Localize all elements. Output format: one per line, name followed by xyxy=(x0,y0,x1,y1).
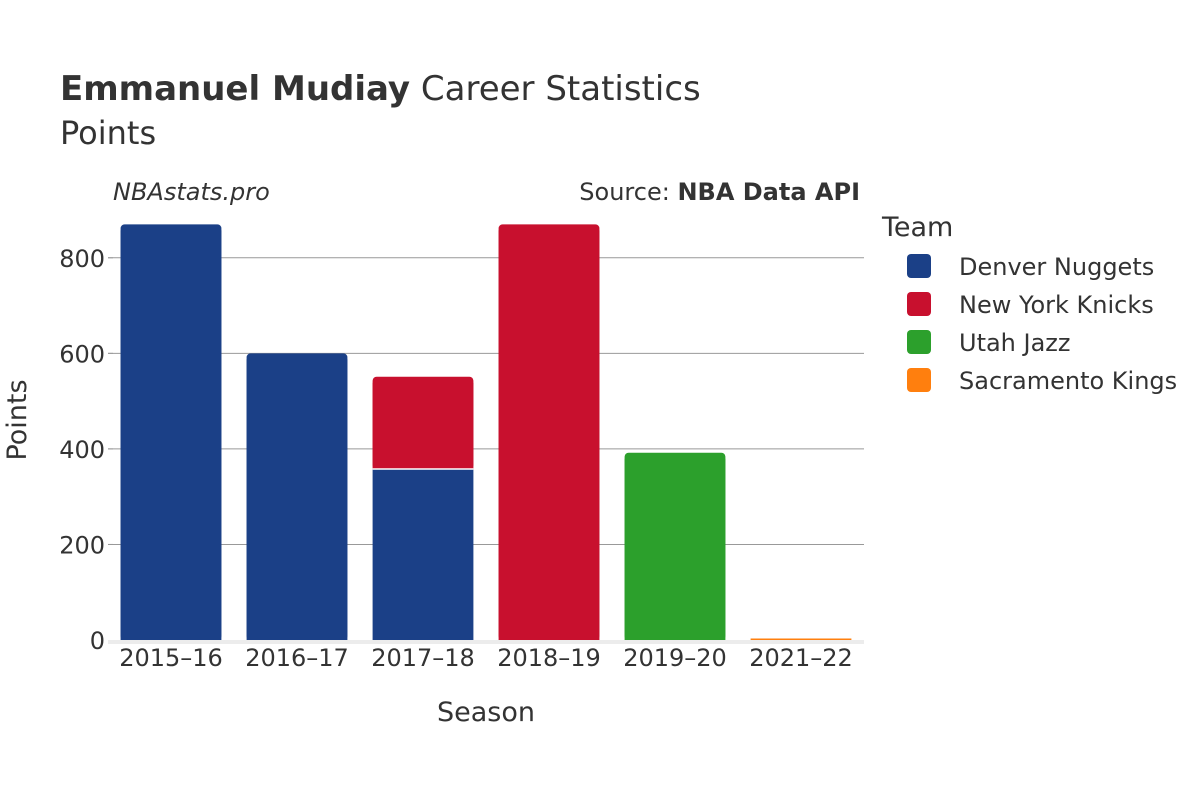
legend-item: Sacramento Kings xyxy=(907,367,1177,395)
chart-subtitle: Points xyxy=(60,114,156,152)
source-prefix: Source: xyxy=(579,178,677,206)
bar-sacramento-kings xyxy=(750,638,852,640)
legend-title: Team xyxy=(881,212,953,243)
legend-item: Utah Jazz xyxy=(907,329,1071,357)
x-tick-label: 2017–18 xyxy=(371,644,475,672)
bar-new-york-knicks xyxy=(372,376,474,470)
legend-item: Denver Nuggets xyxy=(907,253,1154,281)
watermark: NBAstats.pro xyxy=(113,178,270,206)
bar-segment-fill xyxy=(120,230,222,641)
bar-segment-fill xyxy=(498,230,600,641)
x-tick-label: 2016–17 xyxy=(245,644,349,672)
chart-title-rest: Career Statistics xyxy=(410,69,701,109)
bar-segment xyxy=(750,638,852,640)
chart-title-player: Emmanuel Mudiay xyxy=(60,69,410,109)
legend-swatch xyxy=(907,330,931,354)
y-axis-title: Points xyxy=(2,379,33,460)
x-tick-label: 2021–22 xyxy=(749,644,853,672)
legend-swatch xyxy=(907,292,931,316)
legend-label: New York Knicks xyxy=(959,291,1154,319)
legend-label: Utah Jazz xyxy=(959,329,1071,357)
source-note: Source: NBA Data API xyxy=(579,178,860,206)
bar-new-york-knicks xyxy=(498,224,600,641)
chart-title: Emmanuel Mudiay Career Statistics xyxy=(60,69,701,109)
x-tick-label: 2015–16 xyxy=(119,644,223,672)
legend-item: New York Knicks xyxy=(907,291,1154,319)
x-tick-label: 2018–19 xyxy=(497,644,601,672)
bars xyxy=(120,224,852,641)
axes: 0 200 400 600 800 2015–16 2016–17 2017–18 2018–1… xyxy=(59,245,864,672)
bar-segment-fill xyxy=(246,359,348,640)
bar-utah-jazz xyxy=(624,452,726,640)
bar-segment-fill xyxy=(372,382,474,469)
bar-denver-nuggets xyxy=(120,224,222,641)
bar-denver-nuggets xyxy=(246,353,348,640)
legend-label: Denver Nuggets xyxy=(959,253,1154,281)
x-tick-label: 2019–20 xyxy=(623,644,727,672)
y-tick-label: 600 xyxy=(59,340,105,368)
y-tick-label: 400 xyxy=(59,436,105,464)
source-name: NBA Data API xyxy=(677,178,860,206)
legend: Team Denver Nuggets New York Knicks Utah J… xyxy=(881,212,1177,395)
y-tick-label: 0 xyxy=(90,627,105,655)
y-tick-label: 200 xyxy=(59,531,105,559)
bar-segment xyxy=(372,468,474,640)
bar-segment-fill xyxy=(624,458,726,640)
legend-swatch xyxy=(907,368,931,392)
legend-label: Sacramento Kings xyxy=(959,367,1177,395)
y-tick-label: 800 xyxy=(59,245,105,273)
gridlines xyxy=(108,257,864,545)
x-axis-line xyxy=(108,640,864,644)
bar-denver-nuggets xyxy=(372,468,474,640)
x-axis-title: Season xyxy=(437,697,535,728)
legend-swatch xyxy=(907,254,931,278)
